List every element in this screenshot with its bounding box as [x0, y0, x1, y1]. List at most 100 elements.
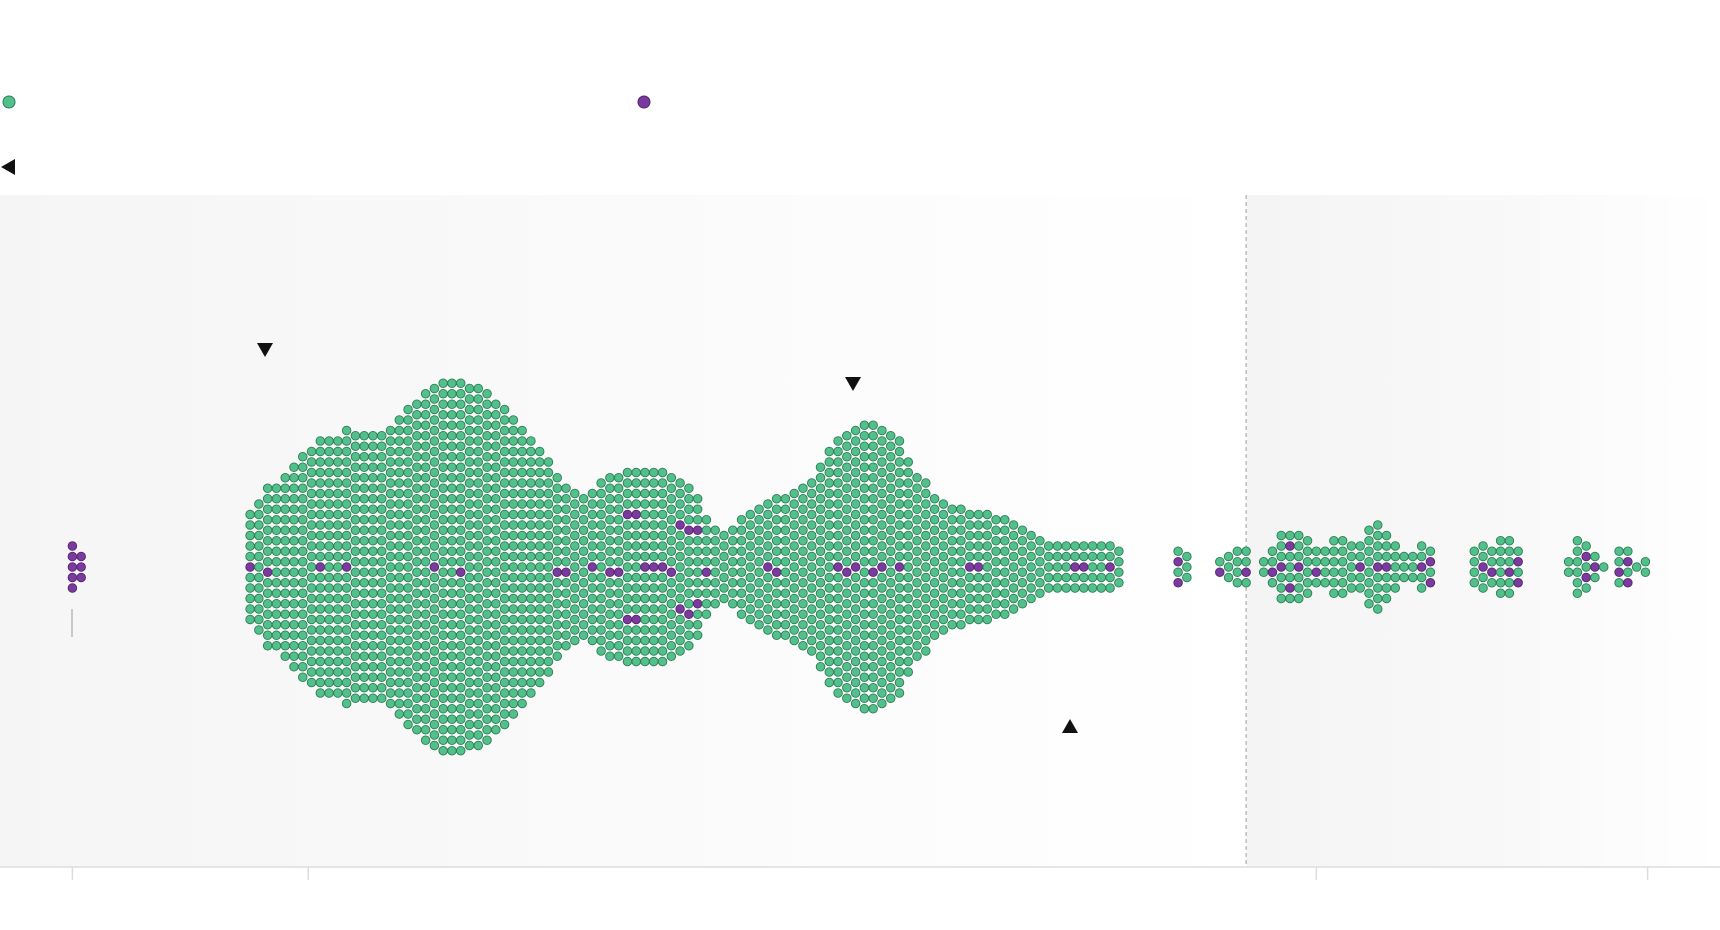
dot — [780, 630, 791, 641]
dot — [613, 599, 624, 609]
dot — [833, 488, 843, 499]
dot — [526, 667, 536, 677]
dot — [894, 541, 905, 551]
dot — [859, 431, 870, 441]
dot — [622, 656, 633, 667]
dot — [376, 525, 387, 536]
dot — [526, 646, 536, 656]
dot — [973, 604, 984, 614]
dot — [921, 541, 931, 551]
dot — [350, 525, 361, 536]
dot — [991, 578, 1001, 588]
dot — [403, 698, 413, 709]
dot — [570, 499, 580, 509]
dot — [675, 530, 685, 541]
dot — [894, 488, 905, 499]
dot — [824, 656, 835, 667]
dot — [271, 599, 282, 609]
dot — [1373, 530, 1383, 541]
dot — [333, 625, 343, 635]
dot — [315, 499, 326, 509]
dot — [315, 583, 326, 593]
dot — [640, 509, 650, 520]
dot — [552, 567, 562, 578]
dot — [1182, 562, 1192, 572]
dot — [657, 562, 668, 572]
dot — [1399, 572, 1409, 583]
dot — [1000, 525, 1010, 536]
dot — [271, 630, 282, 641]
dot — [254, 593, 264, 604]
dot — [298, 557, 308, 567]
dot — [333, 478, 343, 488]
dot — [622, 625, 633, 635]
dot — [271, 620, 282, 630]
dot — [508, 656, 519, 667]
dot — [499, 446, 510, 457]
dot — [842, 557, 852, 567]
dot — [315, 688, 326, 698]
dot — [376, 683, 387, 693]
dot — [982, 604, 992, 614]
dot — [991, 525, 1001, 536]
dot — [385, 467, 396, 478]
dot — [473, 551, 484, 562]
dot — [464, 667, 475, 677]
dot — [324, 551, 334, 562]
dot — [701, 557, 712, 567]
dot — [341, 625, 352, 635]
dot — [877, 499, 887, 509]
dot — [1302, 588, 1313, 599]
dot — [613, 536, 624, 546]
dot — [491, 578, 501, 588]
dot — [982, 593, 992, 604]
dot — [306, 562, 317, 572]
dot — [824, 488, 835, 499]
dot — [640, 530, 650, 541]
nav-arrow[interactable] — [1, 159, 15, 175]
dot — [885, 599, 896, 609]
dot — [412, 462, 422, 473]
dot — [359, 504, 369, 515]
dot — [412, 620, 422, 630]
dot — [561, 588, 571, 599]
dot — [412, 672, 422, 683]
dot — [385, 635, 396, 646]
dot — [403, 719, 413, 730]
dot — [376, 504, 387, 515]
dot — [798, 536, 808, 546]
dot — [631, 478, 641, 488]
dot — [447, 609, 457, 620]
dot — [947, 546, 957, 557]
dot — [675, 625, 685, 635]
dot — [868, 504, 878, 515]
dot — [640, 635, 650, 646]
dot — [262, 536, 273, 546]
dot — [631, 604, 641, 614]
dot — [447, 504, 457, 515]
dot — [517, 499, 527, 509]
dot — [728, 536, 738, 546]
dot — [640, 551, 650, 562]
dot — [868, 672, 878, 683]
dot — [464, 488, 475, 499]
dot — [780, 515, 791, 525]
dot — [517, 614, 527, 625]
dot — [964, 520, 975, 530]
dot — [491, 473, 501, 483]
dot — [1087, 541, 1098, 551]
dot — [561, 515, 571, 525]
dot — [640, 478, 650, 488]
dot — [578, 609, 589, 620]
dot — [736, 557, 747, 567]
dot — [482, 651, 492, 662]
dot — [921, 635, 931, 646]
dot — [938, 604, 949, 614]
dot — [877, 530, 887, 541]
dot — [605, 504, 615, 515]
dot — [763, 562, 773, 572]
dot — [1598, 562, 1609, 572]
dot — [315, 656, 326, 667]
dot — [885, 441, 896, 452]
dot — [587, 583, 598, 593]
